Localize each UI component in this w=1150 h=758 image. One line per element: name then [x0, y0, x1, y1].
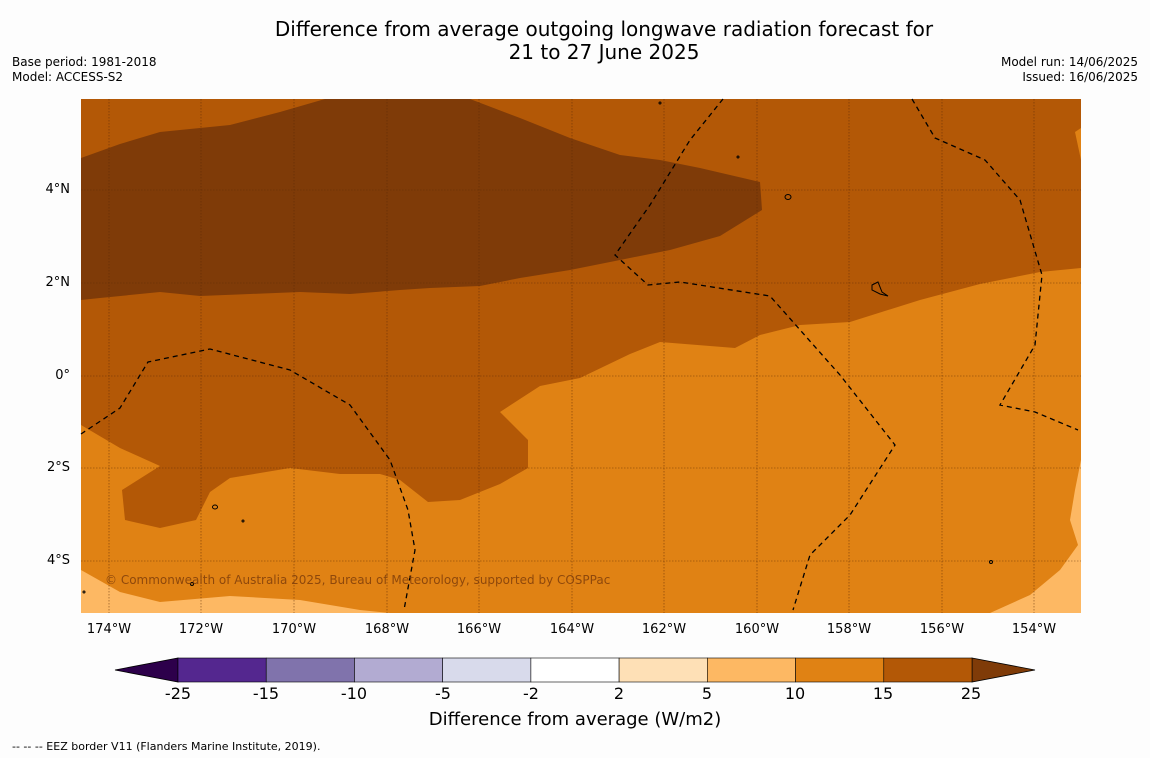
model-run: Model run: 14/06/2025 [1000, 55, 1138, 69]
eez-border-west [80, 348, 416, 611]
colorbar-tick: -5 [435, 684, 451, 703]
map-title: Difference from average outgoing longwav… [0, 18, 1150, 64]
lon-label-174w: 174°W [86, 622, 132, 637]
field-5-10-southwest [81, 570, 390, 613]
colorbar-segment [265, 657, 355, 683]
lon-label-156w: 156°W [919, 622, 965, 637]
lon-label-164w: 164°W [549, 622, 595, 637]
colorbar-segment [442, 657, 532, 683]
title-line-1: Difference from average outgoing longwav… [274, 17, 934, 41]
lon-label-154w: 154°W [1011, 622, 1057, 637]
lon-label-160w: 160°W [734, 622, 780, 637]
colorbar-extend-low [114, 657, 179, 683]
lat-label-4n: 4°N [45, 182, 71, 197]
lon-label-168w: 168°W [364, 622, 410, 637]
field-above-25 [81, 99, 762, 300]
island-7 [736, 155, 740, 159]
lon-label-172w: 172°W [178, 622, 224, 637]
colorbar-label: Difference from average (W/m2) [428, 709, 722, 730]
colorbar-extend-high [971, 657, 1036, 683]
colorbar-segment [707, 657, 796, 683]
colorbar-tick: 5 [701, 684, 713, 703]
eez-borders [80, 98, 1079, 611]
lon-label-166w: 166°W [456, 622, 502, 637]
island-8 [658, 101, 662, 105]
island-4 [241, 519, 245, 523]
colorbar-tick: -25 [164, 684, 192, 703]
island-5 [190, 582, 194, 586]
colorbar-tick: 10 [784, 684, 806, 703]
model-name: Model: ACCESS-S2 [12, 70, 124, 84]
colorbar-tick: -10 [340, 684, 368, 703]
colorbar-tick: 25 [960, 684, 982, 703]
lat-label-2s: 2°S [46, 460, 70, 475]
colorbar-segment [883, 657, 973, 683]
island-1 [784, 194, 792, 200]
island-6 [989, 560, 993, 564]
colorbar-segment [354, 657, 443, 683]
issued-date: Issued: 16/06/2025 [1022, 70, 1138, 84]
colorbar-tick: 2 [613, 684, 625, 703]
colorbar [114, 657, 1036, 683]
copyright-notice: © Commonwealth of Australia 2025, Bureau… [105, 573, 610, 587]
colorbar-tick: 15 [872, 684, 894, 703]
field-5-10-southeast [990, 460, 1081, 613]
meta-right: Model run: 14/06/2025 Issued: 16/06/2025 [1001, 55, 1138, 85]
colorbar-tick: -15 [252, 684, 280, 703]
lat-label-4s: 4°S [46, 553, 70, 568]
colorbar-segment [618, 657, 708, 683]
island-2 [871, 281, 889, 297]
islands [82, 101, 993, 594]
eez-footnote: -- -- -- EEZ border V11 (Flanders Marine… [12, 740, 321, 753]
meta-left: Base period: 1981-2018 Model: ACCESS-S2 [12, 55, 157, 85]
colorbar-segment [795, 657, 885, 683]
colorbar-segment [530, 657, 620, 683]
colorbar-segment [177, 657, 267, 683]
island-9 [82, 590, 86, 594]
colorbar-tick: -2 [523, 684, 539, 703]
lat-label-2n: 2°N [45, 275, 71, 290]
eez-border-east [911, 98, 1079, 431]
lon-label-158w: 158°W [826, 622, 872, 637]
lon-label-170w: 170°W [271, 622, 317, 637]
base-period: Base period: 1981-2018 [12, 55, 157, 69]
title-line-2: 21 to 27 June 2025 [508, 40, 700, 64]
lon-label-162w: 162°W [641, 622, 687, 637]
lat-label-0: 0° [55, 368, 70, 383]
island-3 [212, 504, 218, 510]
